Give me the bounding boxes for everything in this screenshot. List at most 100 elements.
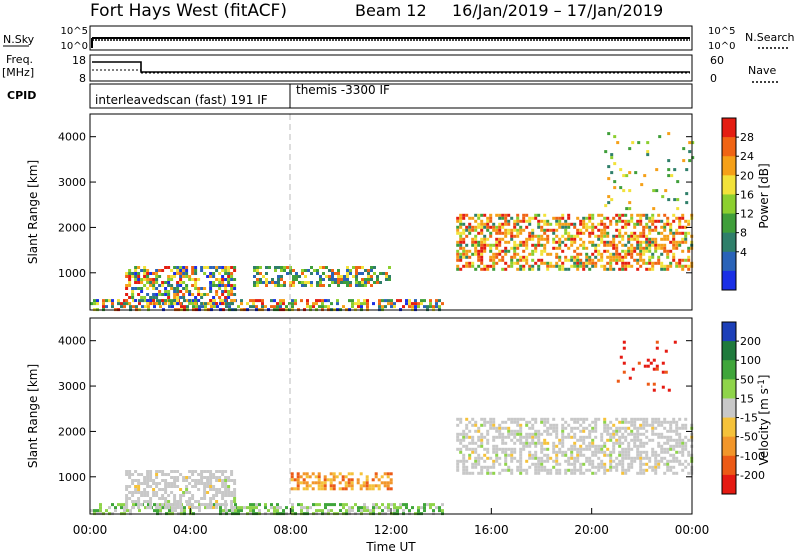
echo-cell	[468, 441, 472, 445]
echo-cell	[663, 264, 667, 268]
echo-cell	[537, 432, 541, 436]
echo-cell	[516, 465, 520, 469]
echo-cell	[483, 420, 487, 424]
echo-cell	[642, 471, 646, 475]
echo-cell	[678, 222, 682, 226]
echo-cell	[179, 296, 183, 299]
echo-cell	[492, 462, 496, 466]
echo-cell	[218, 284, 222, 287]
echo-cell	[642, 252, 646, 256]
echo-cell	[624, 252, 628, 256]
echo-cell	[543, 465, 547, 469]
echo-cell	[364, 281, 367, 284]
echo-cell	[373, 272, 376, 275]
echo-cell	[498, 213, 502, 217]
echo-cell	[348, 506, 351, 510]
echo-cell	[346, 284, 349, 287]
echo-cell	[131, 290, 135, 293]
echo-cell	[332, 478, 336, 482]
echo-cell	[468, 453, 472, 457]
echo-cell	[552, 429, 556, 433]
echo-cell	[492, 450, 496, 454]
echo-cell	[663, 237, 667, 241]
echo-cell	[459, 216, 463, 220]
echo-cell	[471, 438, 475, 442]
echo-cell	[366, 302, 369, 306]
echo-cell	[519, 441, 523, 445]
echo-cell	[468, 216, 472, 220]
echo-cell	[204, 305, 207, 309]
echo-cell	[615, 243, 619, 247]
echo-cell	[684, 234, 688, 238]
echo-cell	[344, 487, 348, 491]
echo-cell	[675, 432, 679, 436]
echo-cell	[615, 213, 619, 217]
echo-cell	[105, 299, 108, 303]
echo-cell	[230, 500, 234, 503]
echo-cell	[200, 302, 204, 305]
echo-cell	[221, 299, 225, 302]
echo-cell	[525, 255, 529, 259]
echo-cell	[603, 471, 607, 475]
echo-cell	[465, 423, 469, 427]
echo-cell	[585, 216, 589, 220]
echo-cell	[654, 456, 658, 460]
echo-cell	[355, 284, 358, 287]
echo-cell	[137, 482, 141, 485]
echo-cell	[525, 441, 529, 445]
echo-cell	[191, 470, 195, 473]
echo-cell	[561, 429, 565, 433]
echo-cell	[582, 429, 586, 433]
echo-cell	[606, 423, 610, 427]
echo-cell	[191, 269, 195, 272]
echo-cell	[468, 228, 472, 232]
echo-cell	[627, 246, 631, 250]
echo-cell	[681, 426, 685, 430]
echo-cell	[489, 243, 493, 247]
echo-cell	[357, 305, 360, 309]
echo-cell	[543, 453, 547, 457]
echo-cell	[474, 213, 478, 217]
echo-cell	[639, 444, 643, 448]
echo-cell	[125, 473, 129, 476]
echo-cell	[371, 484, 375, 488]
echo-cell	[396, 299, 399, 303]
echo-cell	[666, 255, 670, 259]
echo-cell	[603, 231, 607, 235]
echo-cell	[609, 465, 613, 469]
echo-cell	[268, 266, 271, 269]
echo-cell	[302, 481, 306, 485]
echo-cell	[221, 494, 225, 497]
colorbar-swatch	[722, 379, 736, 399]
echo-cell	[657, 441, 661, 445]
echo-cell	[678, 264, 682, 268]
echo-cell	[537, 219, 541, 223]
echo-cell	[498, 231, 502, 235]
echo-cell	[465, 468, 469, 472]
echo-cell	[603, 465, 607, 469]
echo-cell	[622, 370, 626, 374]
echo-cell	[366, 506, 369, 510]
echo-cell	[670, 174, 674, 178]
echo-cell	[594, 429, 598, 433]
echo-cell	[322, 272, 325, 275]
echo-cell	[227, 485, 231, 488]
echo-cell	[687, 258, 691, 262]
x-tick-label: 00:00	[73, 523, 108, 537]
echo-cell	[636, 453, 640, 457]
echo-cell	[660, 243, 664, 247]
echo-cell	[666, 249, 670, 253]
echo-cell	[625, 207, 629, 211]
echo-cell	[230, 470, 234, 473]
echo-cell	[540, 261, 544, 265]
echo-cell	[673, 198, 677, 202]
echo-cell	[528, 264, 532, 268]
echo-cell	[681, 240, 685, 244]
echo-cell	[200, 476, 204, 479]
echo-cell	[675, 264, 679, 268]
echo-cell	[516, 216, 520, 220]
echo-cell	[402, 503, 405, 507]
echo-cell	[555, 459, 559, 463]
echo-cell	[308, 475, 312, 479]
echo-cell	[519, 423, 523, 427]
